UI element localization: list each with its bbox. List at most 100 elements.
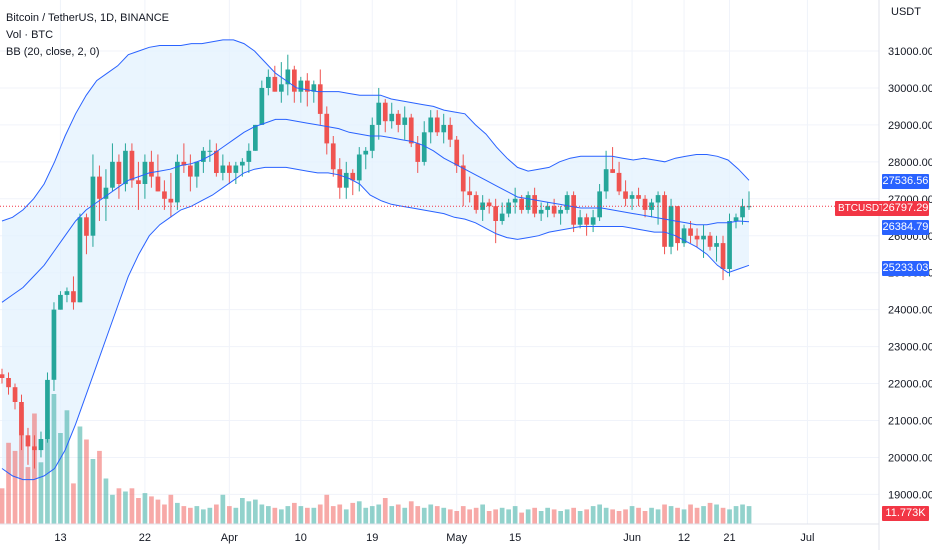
candle <box>564 191 570 214</box>
candle <box>246 143 252 173</box>
volume-bar <box>506 509 511 524</box>
candle <box>116 154 122 199</box>
volume-bar <box>434 506 440 524</box>
volume-bar <box>584 509 589 524</box>
candle-body <box>480 202 485 210</box>
candle <box>259 80 265 125</box>
candle <box>227 161 232 185</box>
candle <box>194 161 200 188</box>
volume-bar <box>428 504 434 524</box>
volume-value-tag: 11.773K <box>882 506 929 521</box>
volume-bar <box>636 507 641 525</box>
candle-body <box>272 76 278 92</box>
volume-bar <box>486 511 492 524</box>
candle-body <box>279 84 284 92</box>
candle <box>551 198 557 218</box>
volume-bar <box>467 509 472 524</box>
candle <box>77 213 83 303</box>
candle-body <box>473 195 479 210</box>
volume-bar <box>58 433 63 524</box>
symbol-legend[interactable]: Bitcoin / TetherUS, 1D, BINANCE <box>6 12 170 24</box>
volume-legend[interactable]: Vol · BTC <box>6 29 54 41</box>
candle-body <box>584 217 589 225</box>
candle-body <box>668 206 674 247</box>
time-axis[interactable]: 13 22 Apr 10 19 May 15 Jun 12 21 Jul <box>54 532 814 544</box>
volume-bar <box>642 511 648 524</box>
volume-bar <box>259 504 265 524</box>
candle-body <box>266 76 271 88</box>
volume-bar <box>285 506 291 524</box>
candle-body <box>77 217 83 303</box>
candle-body <box>389 113 395 122</box>
price-tick-label: 28000.00 <box>888 157 932 169</box>
volume-bar <box>597 504 602 524</box>
price-tick-label: 20000.00 <box>888 452 932 464</box>
candle <box>389 102 395 129</box>
candle <box>675 206 680 251</box>
candle <box>330 135 336 177</box>
volume-bar <box>681 509 687 524</box>
volume-bar <box>25 467 31 524</box>
volume-bar <box>311 507 317 525</box>
candle-body <box>402 117 408 125</box>
candle <box>421 121 427 166</box>
volume-bar <box>71 483 76 524</box>
date-tick-label: Jul <box>800 532 814 544</box>
candle-body <box>545 206 550 210</box>
candle-body <box>201 150 206 162</box>
volume-bar <box>727 509 732 524</box>
candle <box>746 191 752 210</box>
bollinger-legend[interactable]: BB (20, close, 2, 0) <box>6 46 100 58</box>
volume-bar <box>12 450 18 524</box>
date-tick-label: 19 <box>366 532 378 544</box>
volume-bar <box>162 504 167 524</box>
volume-bar <box>214 504 219 524</box>
candle-body <box>642 198 648 210</box>
candle <box>38 431 44 458</box>
volume-bar <box>181 506 187 524</box>
volume-bar <box>532 507 537 525</box>
volume-bar <box>175 502 180 524</box>
candle <box>441 113 447 144</box>
volume-bar <box>227 506 232 524</box>
candle <box>233 161 239 185</box>
volume-bar <box>519 512 524 524</box>
candlesticks[interactable] <box>0 54 752 469</box>
price-tick-label: 24000.00 <box>888 305 932 317</box>
candle-body <box>493 206 498 221</box>
volume-bar <box>253 499 258 524</box>
candle <box>499 202 505 225</box>
candle-body <box>51 309 57 380</box>
candle <box>467 176 472 203</box>
candle <box>84 213 89 255</box>
candle-body <box>227 165 232 173</box>
candle-body <box>733 217 739 221</box>
candle-body <box>597 191 602 218</box>
candle <box>597 184 602 221</box>
volume-bar <box>123 491 128 524</box>
candle <box>12 383 18 410</box>
price-axis[interactable]: 31000.0030000.0029000.0028000.0027000.00… <box>888 46 932 501</box>
volume-bar <box>707 502 713 524</box>
candle <box>590 209 596 233</box>
candle-body <box>551 206 557 214</box>
candle <box>181 143 187 173</box>
date-tick-label: May <box>446 532 467 544</box>
volume-bar <box>350 502 356 524</box>
candle <box>558 206 563 225</box>
candle-body <box>12 387 18 402</box>
volume-bar <box>714 504 719 524</box>
candle-body <box>240 161 245 166</box>
candle-body <box>330 143 336 170</box>
candle-body <box>382 102 388 122</box>
candle-body <box>675 206 680 244</box>
candle-body <box>0 374 5 378</box>
candle <box>506 198 511 218</box>
volume-bar <box>395 504 401 524</box>
candle-body <box>408 117 414 144</box>
price-tick-label: 19000.00 <box>888 489 932 501</box>
volume-bar <box>84 439 89 524</box>
volume-bar <box>292 502 297 524</box>
candle <box>662 191 667 255</box>
